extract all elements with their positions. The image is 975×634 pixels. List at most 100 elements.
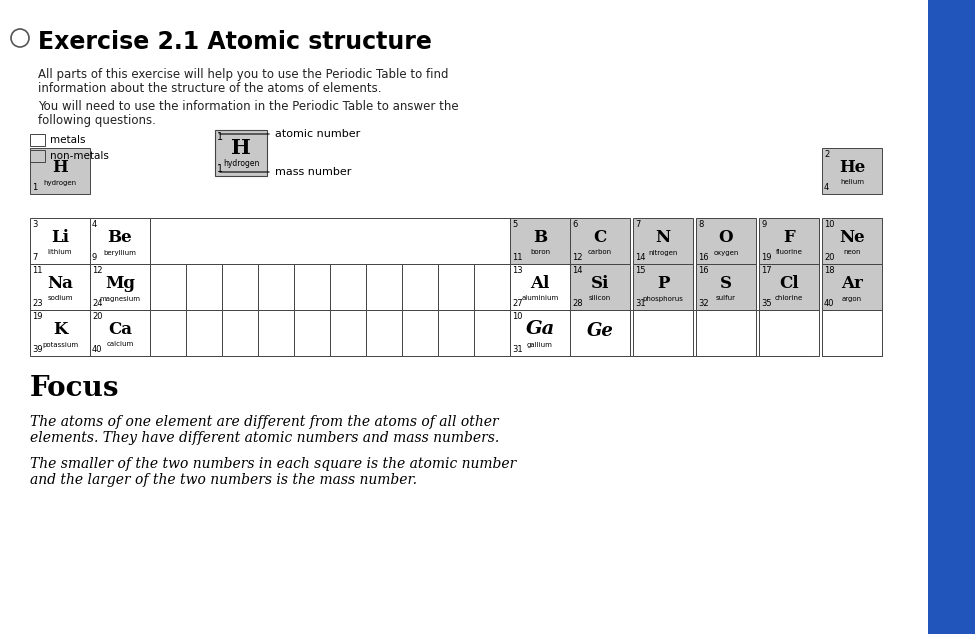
Text: helium: helium: [840, 179, 864, 186]
Bar: [30, 218, 90, 264]
Text: 11: 11: [512, 253, 523, 262]
Text: N: N: [655, 229, 671, 246]
Text: Be: Be: [107, 229, 133, 246]
Text: The atoms of one element are different from the atoms of all other: The atoms of one element are different f…: [30, 415, 498, 429]
Text: 1: 1: [32, 150, 37, 159]
Bar: [696, 310, 756, 356]
Text: Exercise 2.1 Atomic structure: Exercise 2.1 Atomic structure: [38, 30, 432, 54]
Text: 31: 31: [635, 299, 645, 308]
Text: potassium: potassium: [42, 342, 78, 347]
Text: lithium: lithium: [48, 250, 72, 256]
Text: Li: Li: [51, 229, 69, 246]
Text: 15: 15: [635, 266, 645, 275]
Bar: [90, 148, 822, 194]
Bar: [570, 264, 630, 310]
Text: K: K: [53, 321, 67, 338]
Bar: [30, 150, 45, 162]
Bar: [222, 310, 258, 356]
Bar: [366, 310, 402, 356]
Bar: [570, 310, 630, 356]
Text: 8: 8: [698, 220, 703, 229]
Text: elements. They have different atomic numbers and mass numbers.: elements. They have different atomic num…: [30, 431, 499, 445]
Text: calcium: calcium: [106, 342, 134, 347]
Text: non-metals: non-metals: [50, 151, 109, 161]
Bar: [474, 310, 510, 356]
Text: carbon: carbon: [588, 250, 612, 256]
Bar: [258, 264, 294, 310]
Bar: [510, 218, 570, 264]
Bar: [759, 310, 819, 356]
Text: 2: 2: [824, 150, 830, 159]
Text: nitrogen: nitrogen: [648, 250, 678, 256]
Bar: [438, 310, 474, 356]
Text: 39: 39: [32, 345, 43, 354]
Text: 32: 32: [698, 299, 709, 308]
Text: sodium: sodium: [47, 295, 73, 302]
Text: 9: 9: [92, 253, 98, 262]
Text: 16: 16: [698, 253, 709, 262]
Text: following questions.: following questions.: [38, 114, 156, 127]
Text: 12: 12: [572, 253, 582, 262]
Text: Cl: Cl: [779, 275, 799, 292]
Text: O: O: [719, 229, 733, 246]
Text: Mg: Mg: [105, 275, 135, 292]
Text: 4: 4: [92, 220, 98, 229]
Text: He: He: [838, 159, 865, 176]
Bar: [90, 218, 150, 264]
Bar: [186, 310, 222, 356]
Bar: [222, 264, 258, 310]
Text: 19: 19: [761, 253, 771, 262]
Text: 1: 1: [217, 164, 223, 174]
Bar: [258, 310, 294, 356]
Text: neon: neon: [843, 250, 861, 256]
Bar: [822, 310, 882, 356]
Text: mass number: mass number: [275, 167, 351, 177]
Bar: [330, 264, 366, 310]
Text: Al: Al: [530, 275, 550, 292]
Text: The smaller of the two numbers in each square is the atomic number: The smaller of the two numbers in each s…: [30, 457, 516, 471]
Bar: [690, 310, 750, 356]
Bar: [186, 264, 222, 310]
Bar: [438, 264, 474, 310]
Text: 28: 28: [572, 299, 583, 308]
Text: 11: 11: [32, 266, 43, 275]
Text: 40: 40: [824, 299, 835, 308]
Text: 1: 1: [32, 183, 37, 192]
Bar: [759, 264, 819, 310]
Text: sulfur: sulfur: [716, 295, 736, 302]
Text: 18: 18: [824, 266, 835, 275]
Text: Si: Si: [591, 275, 609, 292]
Text: 19: 19: [32, 312, 43, 321]
Text: 4: 4: [824, 183, 830, 192]
Text: C: C: [594, 229, 606, 246]
Bar: [510, 310, 570, 356]
Text: and the larger of the two numbers is the mass number.: and the larger of the two numbers is the…: [30, 473, 417, 487]
Bar: [150, 218, 510, 264]
Bar: [822, 310, 882, 356]
Text: F: F: [783, 229, 795, 246]
Bar: [294, 310, 330, 356]
Text: aluminium: aluminium: [522, 295, 559, 302]
Bar: [822, 148, 882, 194]
Text: Ar: Ar: [841, 275, 863, 292]
Text: 17: 17: [761, 266, 771, 275]
Text: 14: 14: [635, 253, 645, 262]
Bar: [633, 218, 693, 264]
Text: 12: 12: [92, 266, 102, 275]
Text: chlorine: chlorine: [775, 295, 803, 302]
Bar: [822, 264, 882, 310]
Text: You will need to use the information in the Periodic Table to answer the: You will need to use the information in …: [38, 100, 458, 113]
Bar: [696, 218, 756, 264]
Text: hydrogen: hydrogen: [44, 179, 77, 186]
Bar: [402, 310, 438, 356]
Text: information about the structure of the atoms of elements.: information about the structure of the a…: [38, 82, 381, 95]
Text: H: H: [231, 138, 251, 158]
Bar: [294, 264, 330, 310]
Bar: [570, 218, 630, 264]
Bar: [402, 264, 438, 310]
Text: phosphorus: phosphorus: [643, 295, 683, 302]
Bar: [696, 264, 756, 310]
Text: 31: 31: [512, 345, 523, 354]
Bar: [630, 310, 690, 356]
Text: 1: 1: [217, 132, 223, 142]
